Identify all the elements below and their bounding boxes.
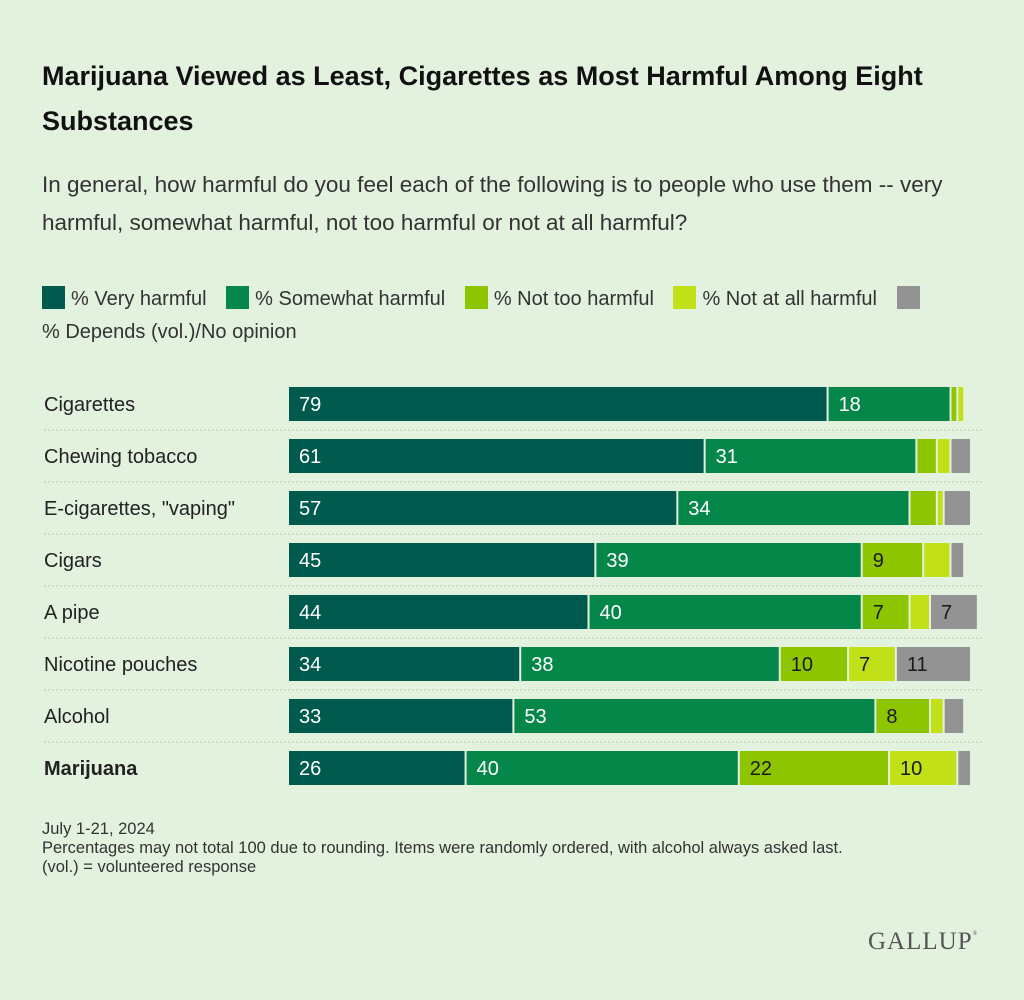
legend-label: % Very harmful [71,288,207,310]
bar-segment [780,647,848,681]
data-label: 11 [907,654,928,676]
data-label: 40 [600,602,622,624]
data-label: 22 [750,758,772,780]
data-label: 79 [299,394,321,416]
data-label: 57 [299,498,321,520]
legend-item-depends: % Depends (vol.)/No opinion [42,286,926,343]
bar-segment [917,439,936,473]
bar-segment [862,543,923,577]
legend-item-somewhat-harmful: % Somewhat harmful [226,286,446,310]
category-label: Cigarettes [44,394,135,416]
data-label: 44 [299,602,321,624]
bar-segment [931,595,977,629]
bar-segment [849,647,895,681]
data-label: 39 [606,550,628,572]
bar-segment [890,751,957,785]
data-label: 34 [299,654,321,676]
data-label: 7 [873,602,884,624]
bar-segment [289,387,827,421]
bar-segment [951,439,970,473]
bar-segment [944,699,964,733]
data-label: 33 [299,706,321,728]
logo-text: GALLUP [868,928,973,955]
legend-swatch [42,286,65,309]
bar-segment [589,595,861,629]
chart-title: Marijuana Viewed as Least, Cigarettes as… [42,61,923,136]
gallup-logo: GALLUP® [868,928,979,955]
legend-item-not-too-harmful: % Not too harmful [464,286,654,310]
legend-swatch [673,286,697,309]
bar-segment [828,387,950,421]
data-label: 31 [716,446,738,468]
bar-segment [514,699,875,733]
bar-segment [910,595,930,629]
legend-swatch [464,286,488,309]
bar-segment [876,699,930,733]
bar-segment [596,543,861,577]
bar-segment [896,647,970,681]
bar-segment [958,751,970,785]
data-label: 10 [900,758,922,780]
data-label: 61 [299,446,321,468]
legend-swatch [896,286,920,309]
bar-segment [958,387,964,421]
bar-segment [289,647,520,681]
data-label: 38 [531,654,553,676]
legend-label: % Not at all harmful [702,288,877,310]
bar-segment [521,647,779,681]
legend-item-very-harmful: % Very harmful [42,286,207,310]
category-label: Nicotine pouches [44,654,197,676]
data-label: 53 [524,706,546,728]
bar-segment [951,543,964,577]
category-label: Chewing tobacco [44,446,197,468]
category-label: Marijuana [44,758,138,780]
bar-segment [944,491,970,525]
bar-segment [951,387,957,421]
data-label: 26 [299,758,321,780]
bar-segment [289,699,513,733]
bar-segment [289,751,465,785]
data-label: 8 [886,706,897,728]
bar-segment [289,491,677,525]
bar-segment [739,751,889,785]
legend-label: % Somewhat harmful [255,288,446,310]
bar-segment [937,439,950,473]
bar-segment [289,439,704,473]
data-label: 18 [839,394,861,416]
data-label: 45 [299,550,321,572]
bar-segment [289,543,595,577]
legend: % Very harmful % Somewhat harmful % Not … [42,283,942,349]
category-label: Cigars [44,550,102,572]
bar-segment [931,699,943,733]
footer-note: Percentages may not total 100 due to rou… [42,839,843,857]
data-label: 7 [941,602,952,624]
data-label: 40 [477,758,499,780]
bar-segment [705,439,916,473]
bar-segment [910,491,936,525]
bar-segment [466,751,738,785]
legend-label: % Depends (vol.)/No opinion [42,321,297,343]
bar-segment [924,543,950,577]
category-label: Alcohol [44,706,110,728]
data-label: 34 [688,498,710,520]
footer: July 1-21, 2024 Percentages may not tota… [42,820,982,877]
legend-label: % Not too harmful [493,288,654,310]
data-label: 10 [791,654,813,676]
footer-date: July 1-21, 2024 [42,820,155,838]
bar-segment [937,491,943,525]
chart-subtitle: In general, how harmful do you feel each… [42,172,943,235]
legend-item-not-at-all-harmful: % Not at all harmful [673,286,877,310]
data-label: 9 [873,550,884,572]
data-label: 7 [859,654,870,676]
category-label: A pipe [44,602,100,624]
legend-swatch [226,286,250,309]
bar-segment [862,595,909,629]
category-label: E-cigarettes, "vaping" [44,498,235,520]
bar-segment [678,491,909,525]
footer-vol-note: (vol.) = volunteered response [42,858,257,876]
bar-segment [289,595,588,629]
